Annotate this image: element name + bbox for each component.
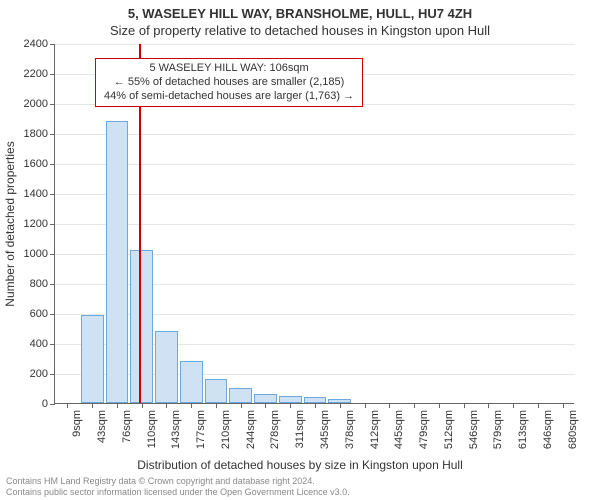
x-tick-label: 43sqm [96, 410, 108, 443]
x-tick-label: 680sqm [567, 410, 579, 449]
x-tick-mark [414, 403, 415, 408]
x-tick-mark [365, 403, 366, 408]
y-tick-mark [50, 404, 55, 405]
gridline [55, 224, 575, 225]
x-tick-label: 445sqm [393, 410, 405, 449]
histogram-bar [106, 121, 129, 403]
x-tick-mark [92, 403, 93, 408]
chart-title-sub: Size of property relative to detached ho… [0, 21, 600, 40]
x-tick-mark [488, 403, 489, 408]
x-tick-label: 613sqm [517, 410, 529, 449]
footer-attribution: Contains HM Land Registry data © Crown c… [0, 472, 600, 499]
y-tick-label: 1800 [8, 128, 48, 140]
histogram-bar [155, 331, 178, 403]
x-tick-mark [67, 403, 68, 408]
y-tick-mark [50, 314, 55, 315]
y-tick-mark [50, 134, 55, 135]
x-tick-mark [439, 403, 440, 408]
x-tick-label: 311sqm [294, 410, 306, 448]
y-tick-mark [50, 164, 55, 165]
y-tick-label: 800 [8, 278, 48, 290]
x-tick-mark [389, 403, 390, 408]
x-tick-mark [538, 403, 539, 408]
x-tick-mark [464, 403, 465, 408]
y-tick-mark [50, 374, 55, 375]
y-tick-mark [50, 284, 55, 285]
y-tick-mark [50, 74, 55, 75]
x-tick-mark [216, 403, 217, 408]
y-tick-label: 2000 [8, 98, 48, 110]
x-tick-label: 546sqm [468, 410, 480, 449]
histogram-bar [130, 250, 153, 403]
y-tick-mark [50, 254, 55, 255]
info-box-line: 44% of semi-detached houses are larger (… [104, 90, 354, 104]
info-box-line: ← 55% of detached houses are smaller (2,… [104, 76, 354, 90]
x-tick-label: 412sqm [369, 410, 381, 449]
y-tick-mark [50, 44, 55, 45]
x-tick-label: 278sqm [269, 410, 281, 449]
y-tick-label: 1200 [8, 218, 48, 230]
y-tick-label: 0 [8, 398, 48, 410]
x-tick-label: 210sqm [220, 410, 232, 449]
info-box-line: 5 WASELEY HILL WAY: 106sqm [104, 62, 354, 76]
y-tick-label: 1600 [8, 158, 48, 170]
chart-area: Number of detached properties 9sqm43sqm7… [54, 44, 574, 404]
x-tick-label: 378sqm [344, 410, 356, 449]
y-tick-label: 2200 [8, 68, 48, 80]
y-tick-label: 1400 [8, 188, 48, 200]
x-tick-mark [117, 403, 118, 408]
gridline [55, 44, 575, 45]
y-tick-label: 2400 [8, 38, 48, 50]
x-tick-mark [142, 403, 143, 408]
histogram-bar [229, 388, 252, 403]
histogram-bar [279, 396, 302, 404]
histogram-bar [180, 361, 203, 403]
plot-area: 9sqm43sqm76sqm110sqm143sqm177sqm210sqm24… [54, 44, 574, 404]
x-tick-label: 479sqm [418, 410, 430, 449]
info-box: 5 WASELEY HILL WAY: 106sqm← 55% of detac… [95, 58, 363, 107]
y-tick-mark [50, 104, 55, 105]
x-tick-label: 143sqm [170, 410, 182, 449]
x-tick-mark [340, 403, 341, 408]
x-tick-mark [290, 403, 291, 408]
y-tick-mark [50, 344, 55, 345]
histogram-bar [205, 379, 228, 403]
x-tick-mark [563, 403, 564, 408]
x-tick-label: 512sqm [443, 410, 455, 449]
x-tick-label: 9sqm [71, 410, 83, 437]
y-tick-label: 400 [8, 338, 48, 350]
footer-line-2: Contains public sector information licen… [6, 487, 594, 498]
chart-title-main: 5, WASELEY HILL WAY, BRANSHOLME, HULL, H… [0, 0, 600, 21]
x-tick-label: 177sqm [195, 410, 207, 449]
footer-line-1: Contains HM Land Registry data © Crown c… [6, 476, 594, 487]
x-tick-mark [241, 403, 242, 408]
x-tick-mark [191, 403, 192, 408]
gridline [55, 134, 575, 135]
x-tick-label: 244sqm [245, 410, 257, 449]
y-tick-label: 600 [8, 308, 48, 320]
y-tick-mark [50, 194, 55, 195]
x-tick-mark [166, 403, 167, 408]
y-tick-label: 200 [8, 368, 48, 380]
gridline [55, 194, 575, 195]
y-tick-label: 1000 [8, 248, 48, 260]
x-axis-title: Distribution of detached houses by size … [0, 458, 600, 472]
histogram-bar [254, 394, 277, 403]
y-tick-mark [50, 224, 55, 225]
x-tick-label: 345sqm [319, 410, 331, 449]
x-tick-label: 579sqm [492, 410, 504, 449]
x-tick-mark [513, 403, 514, 408]
x-tick-label: 646sqm [542, 410, 554, 449]
x-tick-mark [265, 403, 266, 408]
x-tick-label: 110sqm [146, 410, 158, 448]
x-tick-mark [315, 403, 316, 408]
histogram-bar [81, 315, 104, 404]
x-tick-label: 76sqm [121, 410, 133, 443]
gridline [55, 164, 575, 165]
